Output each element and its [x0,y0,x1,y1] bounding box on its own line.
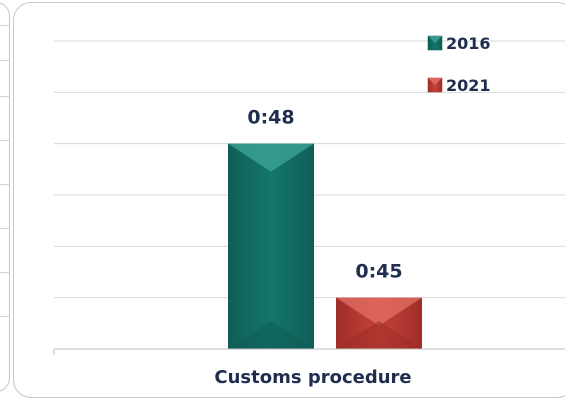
left-panel-rule [0,60,9,61]
data-label-2016: 0:48 [247,107,294,129]
bar-bevel-bottom [336,321,422,349]
left-panel-rule [0,272,9,273]
legend: 2016 2021 [427,34,491,95]
left-panel-rule [0,25,9,26]
x-tick-label: Customs procedure [214,367,411,388]
bar-bevel-top [336,297,422,326]
legend-label-2016: 2016 [446,34,491,53]
left-panel-rule [0,96,9,97]
bar-bevel-top [228,143,314,172]
legend-item-2016: 2016 [427,34,491,53]
data-labels: 0:48 0:45 [247,107,402,283]
legend-item-2021: 2021 [427,76,491,95]
left-panel [0,2,10,392]
bar-chart: 0:48 0:45 2016 2021 Customs procedure [53,34,565,388]
bar-body [228,143,314,349]
legend-label-2021: 2021 [446,76,491,95]
x-axis: Customs procedure [53,348,565,388]
bars [228,143,422,349]
left-panel-rule [0,140,9,141]
legend-swatch-bevel [428,78,442,85]
legend-swatch-bevel [428,36,442,43]
chart-panel: 0:48 0:45 2016 2021 Customs procedure [13,2,565,398]
data-label-2021: 0:45 [355,261,402,283]
left-panel-rule [0,184,9,185]
bar-bevel-bottom [228,321,314,349]
bar-2016 [228,143,314,349]
bar-2021 [336,297,422,349]
left-panel-rule [0,316,9,317]
left-panel-rule [0,228,9,229]
